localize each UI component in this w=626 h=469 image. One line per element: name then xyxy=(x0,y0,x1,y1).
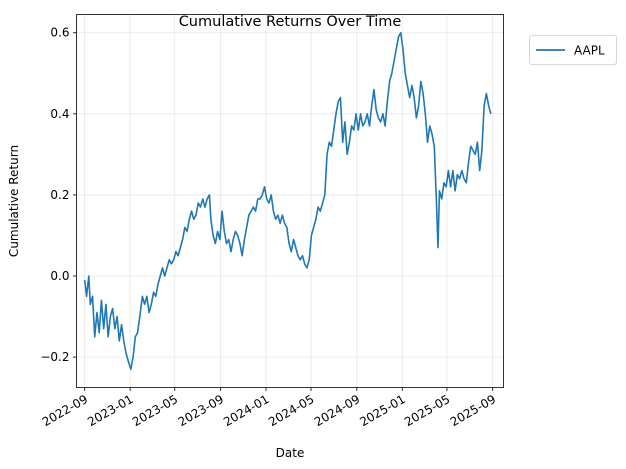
y-tick-label: 0.4 xyxy=(50,107,69,121)
legend: AAPL xyxy=(529,35,617,65)
legend-label-aapl: AAPL xyxy=(574,44,605,58)
y-tick-label: 0.0 xyxy=(50,269,69,283)
x-tick-label: 2023-09 xyxy=(176,392,226,429)
y-tick-label: 0.6 xyxy=(50,26,69,40)
x-tick-label: 2025-01 xyxy=(357,392,407,429)
x-axis: 2022-092023-012023-052023-092024-012024-… xyxy=(40,387,498,429)
series-layer xyxy=(83,31,492,371)
x-tick-label: 2025-05 xyxy=(402,392,452,429)
x-tick-label: 2023-05 xyxy=(130,392,180,429)
x-tick-label: 2023-01 xyxy=(85,392,135,429)
x-axis-label: Date xyxy=(276,446,305,460)
x-tick-label: 2024-01 xyxy=(221,392,271,429)
y-axis-label: Cumulative Return xyxy=(7,145,21,257)
series-line-aapl xyxy=(83,31,492,371)
x-tick-label: 2024-09 xyxy=(312,392,362,429)
y-tick-label: −0.2 xyxy=(40,350,69,364)
plot-area xyxy=(76,14,504,388)
legend-box xyxy=(529,35,617,65)
grid xyxy=(76,14,504,388)
x-tick-label: 2025-09 xyxy=(448,392,498,429)
x-tick-label: 2022-09 xyxy=(40,392,90,429)
chart-title: Cumulative Returns Over Time xyxy=(179,14,402,30)
y-axis: −0.2 0.0 0.2 0.4 0.6 xyxy=(40,26,77,364)
y-tick-label: 0.2 xyxy=(50,188,69,202)
x-tick-label: 2024-05 xyxy=(266,392,316,429)
